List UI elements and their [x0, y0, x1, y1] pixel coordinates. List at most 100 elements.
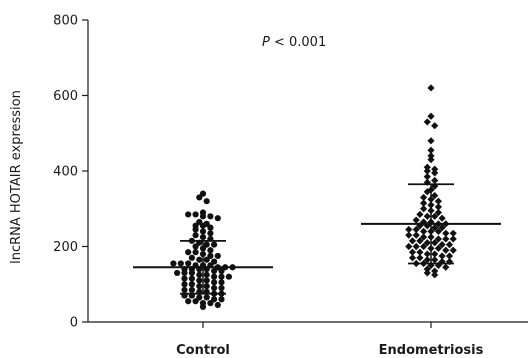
endometriosis-point: [431, 122, 439, 130]
control-point: [203, 283, 210, 290]
endometriosis-point: [431, 256, 439, 264]
endometriosis-point: [434, 197, 442, 205]
endometriosis-point: [420, 193, 428, 202]
control-point: [196, 256, 203, 263]
endometriosis-point: [431, 169, 439, 177]
axes: [87, 20, 528, 323]
control-point: [196, 271, 203, 278]
y-ticks: 0 200 400 600 800: [53, 14, 88, 331]
p-value-text: < 0.001: [270, 35, 326, 50]
p-value-symbol: P: [262, 35, 270, 50]
data-points: [170, 84, 457, 310]
control-point: [185, 249, 192, 256]
endometriosis-point: [427, 146, 435, 154]
endometriosis-point: [431, 239, 439, 247]
endometriosis-point: [423, 167, 431, 175]
endometriosis-point: [420, 242, 428, 251]
endometriosis-point: [408, 254, 417, 262]
control-point: [211, 267, 218, 275]
control-point: [188, 275, 195, 282]
control-point: [211, 284, 218, 292]
endometriosis-point: [434, 244, 442, 252]
control-point: [185, 260, 192, 267]
control-point: [218, 279, 225, 286]
control-point: [214, 215, 221, 222]
control-point: [207, 224, 214, 231]
control-point: [218, 296, 225, 303]
endometriosis-point: [449, 235, 457, 243]
control-point: [188, 254, 195, 261]
endometriosis-point: [427, 84, 435, 92]
endometriosis-point: [438, 224, 446, 232]
control-point: [218, 273, 225, 280]
endometriosis-point: [442, 229, 450, 237]
control-point: [199, 213, 207, 220]
endometriosis-point: [420, 218, 428, 226]
control-point: [196, 277, 203, 284]
control-point: [181, 286, 188, 294]
control-point: [192, 211, 199, 218]
endometriosis-point: [438, 258, 446, 266]
y-tick-label: 200: [53, 240, 78, 255]
control-point: [211, 273, 218, 280]
control-point: [181, 275, 188, 282]
endometriosis-point: [427, 152, 435, 160]
control-point: [199, 233, 207, 241]
endometriosis-point: [431, 212, 439, 220]
control-point: [207, 230, 214, 237]
control-point: [199, 228, 207, 235]
control-point: [225, 273, 232, 280]
endometriosis-point: [427, 112, 435, 120]
control-point: [196, 283, 203, 290]
control-point: [170, 260, 177, 267]
endometriosis-point: [442, 246, 450, 254]
endometriosis-point: [423, 163, 431, 171]
control-point: [177, 260, 184, 267]
endometriosis-point: [423, 173, 431, 181]
control-point: [188, 269, 195, 277]
endometriosis-point: [434, 227, 442, 235]
endometriosis-point: [423, 250, 431, 258]
endometriosis-point: [449, 229, 457, 237]
endometriosis-point: [431, 224, 439, 232]
y-tick-label: 400: [53, 165, 78, 180]
endometriosis-point: [423, 269, 431, 277]
endometriosis-point: [420, 199, 428, 207]
control-point: [207, 300, 214, 307]
endometriosis-point: [434, 235, 442, 243]
control-point: [211, 279, 218, 286]
endometriosis-point: [442, 235, 450, 243]
control-point: [203, 256, 210, 263]
control-point: [207, 213, 214, 220]
endometriosis-point: [431, 191, 439, 200]
endometriosis-point: [420, 233, 428, 241]
endometriosis-point: [442, 263, 450, 271]
control-point: [185, 298, 192, 305]
endometriosis-point: [405, 231, 413, 239]
endometriosis-point: [423, 188, 431, 196]
endometriosis-point: [438, 214, 446, 222]
endometriosis-point: [405, 225, 413, 234]
endometriosis-point: [416, 222, 424, 230]
endometriosis-point: [408, 248, 417, 256]
endometriosis-point: [420, 227, 428, 235]
control-point: [196, 194, 203, 201]
endometriosis-point: [445, 241, 454, 249]
control-point: [203, 277, 210, 284]
endometriosis-point: [438, 241, 446, 249]
control-point: [214, 301, 221, 309]
control-point: [181, 269, 188, 277]
endometriosis-point: [423, 265, 431, 273]
control-point: [174, 269, 181, 277]
endometriosis-point: [434, 203, 442, 211]
control-point: [192, 226, 199, 233]
control-point: [218, 284, 225, 292]
endometriosis-point: [412, 242, 420, 251]
control-point: [192, 232, 199, 239]
endometriosis-point: [412, 225, 420, 234]
control-point: [203, 294, 210, 301]
control-point: [214, 252, 221, 260]
x-category-label: Control: [176, 343, 230, 358]
endometriosis-point: [427, 137, 435, 145]
endometriosis-point: [431, 271, 439, 279]
